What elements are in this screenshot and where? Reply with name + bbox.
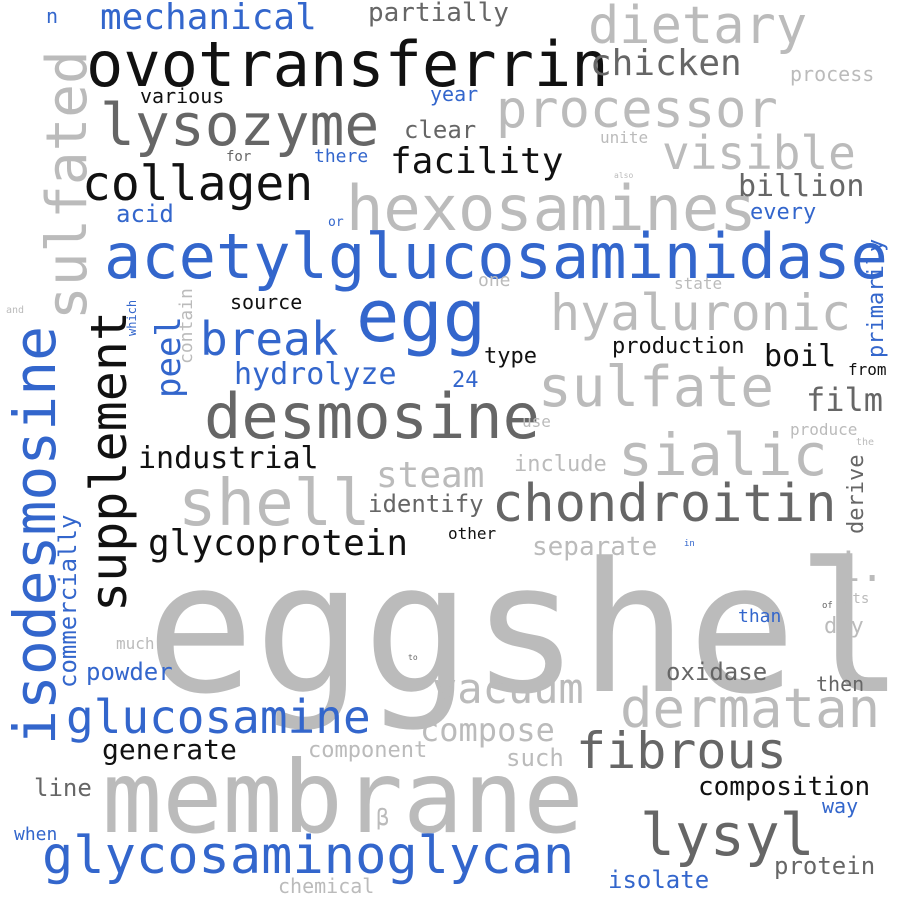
word-for: for bbox=[226, 149, 252, 165]
word-process: process bbox=[790, 62, 875, 86]
word-produce: produce bbox=[790, 420, 858, 439]
word-billion: billion bbox=[738, 169, 865, 204]
word-steam: steam bbox=[376, 455, 485, 496]
word-mechanical: mechanical bbox=[100, 0, 317, 38]
word-every: every bbox=[750, 200, 817, 225]
word-separate: separate bbox=[532, 532, 658, 562]
word-n: n bbox=[46, 4, 59, 28]
word-chondroitin: chondroitin bbox=[492, 474, 837, 534]
word-commercially: commercially bbox=[54, 514, 82, 688]
word-lysozyme: lysozyme bbox=[100, 91, 380, 159]
word-glycoprotein: glycoprotein bbox=[148, 523, 409, 564]
word-acetylglucosaminidase: acetylglucosaminidase bbox=[104, 220, 888, 293]
word-hexosamines: hexosamines bbox=[346, 172, 757, 245]
word-which: which bbox=[125, 299, 139, 336]
word-primarily: primarily bbox=[864, 238, 889, 358]
word-clear: clear bbox=[404, 116, 477, 144]
word-hydrolyze: hydrolyze bbox=[234, 357, 397, 392]
word-dot: · bbox=[274, 605, 281, 616]
word-when: when bbox=[14, 824, 58, 845]
word-dietary: dietary bbox=[588, 0, 808, 56]
word-acid: acid bbox=[116, 200, 174, 228]
word-unite: unite bbox=[600, 128, 649, 147]
word-production: production bbox=[612, 334, 745, 359]
word-beta: β bbox=[376, 806, 390, 831]
word-processor: processor bbox=[496, 80, 778, 140]
word-from: from bbox=[848, 360, 887, 379]
word-much: much bbox=[116, 634, 155, 653]
word-boil: boil bbox=[764, 339, 837, 374]
word-shell: shell bbox=[178, 467, 371, 541]
word-other: other bbox=[448, 524, 497, 543]
word-break: break bbox=[200, 312, 339, 366]
word-way: way bbox=[822, 794, 859, 818]
word-such: such bbox=[506, 744, 564, 772]
word-there: there bbox=[314, 146, 369, 167]
word-hyaluronic: hyaluronic bbox=[550, 284, 852, 342]
word-desmosine: desmosine bbox=[204, 380, 540, 453]
word-or: or bbox=[328, 215, 344, 230]
word-oxidase: oxidase bbox=[666, 658, 768, 686]
word-powder: powder bbox=[86, 658, 173, 686]
word-in: in bbox=[684, 539, 695, 549]
word-sulfate: sulfate bbox=[538, 355, 775, 420]
word-also: also bbox=[614, 171, 634, 180]
word-dry: dry bbox=[824, 614, 864, 639]
word-eggshell: eggshell bbox=[146, 525, 900, 734]
word-to: to bbox=[408, 653, 418, 662]
word-include: include bbox=[514, 452, 607, 477]
word-identify: identify bbox=[368, 490, 484, 518]
word-sialic: sialic bbox=[618, 421, 828, 489]
word-24: 24 bbox=[452, 368, 479, 393]
word-and: and bbox=[6, 305, 25, 316]
word-dermatan: dermatan bbox=[620, 677, 881, 740]
word-state: state bbox=[674, 274, 723, 293]
word-vacuum: vacuum bbox=[432, 664, 584, 713]
word-its: its bbox=[844, 591, 870, 607]
word-composition: composition bbox=[698, 772, 871, 802]
word-type: type bbox=[484, 344, 537, 369]
word-film: film bbox=[806, 381, 884, 419]
word-egg: egg bbox=[356, 274, 487, 358]
word-line: line bbox=[34, 774, 92, 802]
word-compose: compose bbox=[420, 711, 555, 749]
word-collagen: collagen bbox=[82, 156, 314, 212]
word-isolate: isolate bbox=[608, 866, 710, 894]
word-protein: protein bbox=[774, 852, 876, 880]
word-visible: visible bbox=[662, 126, 856, 180]
word-ovotransferrin: ovotransferrin bbox=[86, 28, 609, 101]
word-fibrous: fibrous bbox=[576, 722, 787, 780]
word-derive: derive bbox=[844, 454, 869, 534]
word-then: then bbox=[816, 672, 865, 696]
word-component: component bbox=[308, 738, 428, 763]
word-year: year bbox=[430, 82, 479, 106]
word-i: i. bbox=[836, 545, 885, 591]
word-glycosaminoglycan: glycosaminoglycan bbox=[42, 826, 575, 886]
word-generate: generate bbox=[102, 733, 237, 766]
word-use: use bbox=[522, 412, 551, 431]
word-supplement: supplement bbox=[80, 310, 138, 612]
word-chemical: chemical bbox=[278, 874, 375, 898]
word-facility: facility bbox=[390, 141, 564, 182]
word-lysyl: lysyl bbox=[640, 801, 815, 869]
word-than: than bbox=[738, 606, 782, 627]
word-of: of bbox=[822, 601, 833, 611]
word-partially: partially bbox=[368, 0, 509, 28]
word-one: one bbox=[478, 270, 511, 291]
word-glucosamine: glucosamine bbox=[66, 690, 371, 744]
word-membrane: membrane bbox=[102, 739, 584, 856]
word-chicken: chicken bbox=[590, 43, 742, 84]
word-industrial: industrial bbox=[138, 441, 319, 476]
word-various: various bbox=[140, 84, 225, 108]
word-the: the bbox=[856, 437, 875, 448]
word-contain: contain bbox=[176, 288, 197, 364]
word-source: source bbox=[230, 290, 303, 314]
